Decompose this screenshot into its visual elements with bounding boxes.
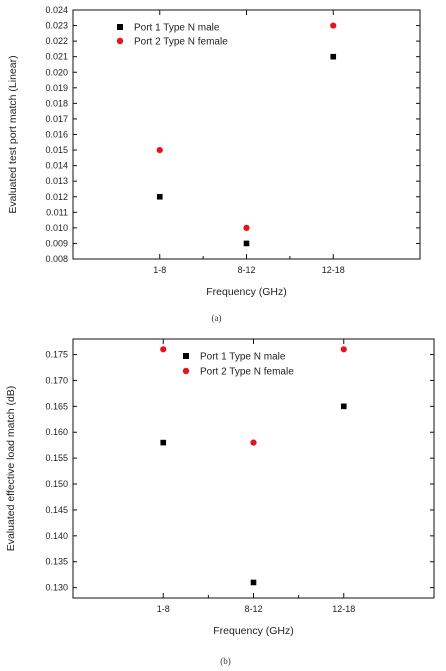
chart-a: 0.008 0.009 0.010 0.011 0.012 0.013 0.014 0.015… — [7, 5, 421, 323]
y-tick-label: 0.009 — [45, 238, 68, 248]
y-tick-label: 0.015 — [45, 145, 68, 155]
data-point-port1 — [156, 193, 163, 200]
data-point-port2 — [243, 224, 250, 231]
legend-marker-square-icon — [183, 353, 189, 359]
data-point-port1 — [250, 579, 257, 586]
plot-frame — [72, 9, 421, 260]
legend-label: Port 2 Type N female — [200, 367, 294, 378]
legend-marker-circle-icon — [182, 367, 190, 375]
x-axis-label: Frequency (GHz) — [213, 625, 294, 637]
y-tick-label: 0.023 — [45, 21, 68, 31]
y-tick-label: 0.017 — [45, 114, 68, 124]
legend-label: Port 1 Type N male — [134, 23, 220, 34]
y-tick-label: 0.019 — [45, 83, 68, 93]
legend-label: Port 1 Type N male — [200, 352, 286, 363]
figure-caption: (a) — [212, 313, 222, 323]
y-tick-label: 0.140 — [45, 531, 68, 541]
y-tick-label: 0.170 — [45, 375, 68, 385]
y-tick-label: 0.011 — [46, 207, 68, 217]
data-point-port1 — [243, 240, 250, 247]
legend-marker-circle-icon — [116, 37, 124, 45]
y-tick-label: 0.022 — [45, 36, 68, 46]
data-point-port2 — [160, 346, 167, 353]
y-tick-label: 0.165 — [45, 401, 68, 411]
y-tick-label: 0.016 — [45, 130, 68, 140]
y-tick-label: 0.160 — [45, 427, 68, 437]
y-tick-label: 0.135 — [45, 557, 68, 567]
data-point-port1 — [330, 53, 337, 60]
plot-frame — [72, 338, 435, 599]
legend-marker-square-icon — [117, 24, 123, 30]
y-axis-label: Evaluated test port match (Linear) — [7, 55, 19, 213]
figure-caption: (b) — [220, 656, 231, 666]
data-point-port1 — [340, 403, 347, 410]
y-tick-label: 0.175 — [45, 350, 68, 360]
y-tick-label: 0.021 — [45, 52, 68, 62]
legend-label: Port 2 Type N female — [134, 37, 228, 48]
x-tick-label: 1-8 — [153, 265, 166, 275]
y-tick-label: 0.008 — [45, 254, 68, 264]
y-tick-label: 0.145 — [45, 505, 68, 515]
data-point-port2 — [250, 439, 257, 446]
x-axis-label: Frequency (GHz) — [206, 286, 287, 298]
y-tick-label: 0.155 — [45, 453, 68, 463]
y-axis-label: Evaluated effective load match (dB) — [5, 386, 17, 552]
x-tick-label: 8-12 — [237, 265, 255, 275]
y-tick-label: 0.013 — [45, 176, 68, 186]
y-tick-label: 0.150 — [45, 479, 68, 489]
y-tick-label: 0.010 — [45, 223, 68, 233]
y-tick-label: 0.014 — [45, 161, 68, 171]
y-tick-label: 0.018 — [45, 98, 68, 108]
chart-b: 0.130 0.135 0.140 0.145 0.150 0.155 0.160 0.165… — [5, 338, 435, 666]
y-tick-label: 0.024 — [45, 5, 68, 15]
y-tick-label: 0.130 — [45, 583, 68, 593]
x-tick-label: 12-18 — [322, 265, 345, 275]
data-point-port2 — [330, 22, 337, 29]
y-tick-label: 0.020 — [45, 67, 68, 77]
x-tick-label: 12-18 — [332, 604, 355, 614]
data-point-port1 — [160, 439, 167, 446]
y-tick-label: 0.012 — [45, 192, 68, 202]
x-tick-label: 8-12 — [244, 604, 262, 614]
x-tick-label: 1-8 — [157, 604, 170, 614]
data-point-port2 — [340, 346, 347, 353]
data-point-port2 — [156, 146, 163, 154]
